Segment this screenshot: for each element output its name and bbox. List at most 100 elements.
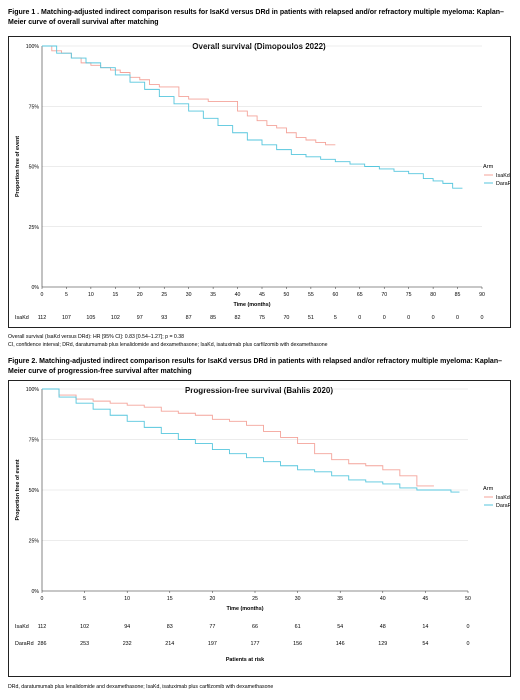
x-tick-label: 20: [137, 292, 143, 298]
risk-count: 51: [308, 315, 314, 321]
overall-survival-plot: Overall survival (Dimopoulos 2022) 0% 25% 5…: [15, 42, 510, 321]
x-tick-label: 35: [210, 292, 216, 298]
y-tick-label: 25%: [29, 539, 40, 545]
risk-count: 105: [86, 315, 95, 321]
overall-survival-chart: Overall survival (Dimopoulos 2022) 0% 25% 5…: [8, 36, 511, 328]
risk-count: 156: [293, 641, 302, 647]
risk-count: 83: [167, 624, 173, 630]
risk-count: 5: [334, 315, 337, 321]
risk-count: 94: [124, 624, 130, 630]
series-line-darard: [42, 388, 460, 493]
figure-1-footnote-hr: Overall survival (IsaKd versus DRd): HR …: [8, 334, 185, 340]
legend-title: Arm: [483, 486, 494, 492]
x-tick-label: 5: [83, 596, 86, 602]
y-axis-title: Proportion free of event: [15, 459, 21, 520]
y-tick-label: 50%: [29, 165, 40, 171]
risk-count: 87: [186, 315, 192, 321]
risk-count: 70: [283, 315, 289, 321]
figure-1-footnote-abbrev: CI, confidence interval; DRd, daratumuma…: [8, 342, 328, 348]
x-tick-label: 45: [423, 596, 429, 602]
risk-count: 129: [378, 641, 387, 647]
x-tick-label: 10: [124, 596, 130, 602]
x-axis-title: Time (months): [226, 606, 263, 612]
risk-count: 0: [467, 624, 470, 630]
risk-row-label: IsaKd: [15, 315, 29, 321]
legend-title: Arm: [483, 164, 494, 170]
x-tick-label: 80: [430, 292, 436, 298]
risk-count: 0: [467, 641, 470, 647]
risk-count: 146: [336, 641, 345, 647]
risk-count: 54: [422, 641, 428, 647]
x-tick-label: 60: [332, 292, 338, 298]
risk-count: 102: [80, 624, 89, 630]
y-tick-label: 75%: [29, 104, 40, 110]
progression-free-survival-plot: Progression-free survival (Bahlis 2020) 0…: [15, 386, 510, 663]
y-tick-label: 50%: [29, 488, 40, 494]
chart-title: Progression-free survival (Bahlis 2020): [185, 386, 333, 395]
x-tick-label: 25: [252, 596, 258, 602]
x-tick-label: 70: [381, 292, 387, 298]
chart-title: Overall survival (Dimopoulos 2022): [192, 42, 326, 51]
risk-count: 66: [252, 624, 258, 630]
x-tick-label: 20: [210, 596, 216, 602]
x-tick-label: 85: [455, 292, 461, 298]
y-tick-label: 100%: [26, 44, 40, 50]
progression-free-survival-chart: Progression-free survival (Bahlis 2020) 0…: [8, 380, 511, 677]
x-tick-label: 90: [479, 292, 485, 298]
risk-count: 0: [383, 315, 386, 321]
risk-count: 0: [358, 315, 361, 321]
y-tick-label: 0%: [32, 285, 40, 291]
risk-row-label: IsaKd: [15, 624, 29, 630]
risk-count: 14: [422, 624, 428, 630]
x-tick-label: 0: [41, 596, 44, 602]
risk-count: 54: [337, 624, 343, 630]
risk-count: 286: [38, 641, 47, 647]
risk-count: 107: [62, 315, 71, 321]
x-tick-label: 65: [357, 292, 363, 298]
risk-count: 82: [235, 315, 241, 321]
risk-count: 77: [209, 624, 215, 630]
x-tick-label: 15: [112, 292, 118, 298]
x-tick-label: 0: [41, 292, 44, 298]
risk-row-label: DaraRd: [15, 641, 34, 647]
risk-table-title: Patients at risk: [226, 657, 264, 663]
x-tick-label: 50: [284, 292, 290, 298]
figure-2-footnote-abbrev: DRd, daratumumab plus lenalidomide and d…: [8, 684, 274, 690]
x-tick-label: 75: [406, 292, 412, 298]
risk-count: 0: [432, 315, 435, 321]
x-tick-label: 55: [308, 292, 314, 298]
x-tick-label: 40: [235, 292, 241, 298]
y-axis-title: Proportion free of event: [15, 136, 21, 197]
legend-label-isakd: IsaKd: [496, 173, 510, 179]
risk-count: 0: [407, 315, 410, 321]
risk-count: 197: [208, 641, 217, 647]
y-tick-label: 25%: [29, 225, 40, 231]
legend-label-darard: DaraRd: [496, 503, 510, 509]
risk-count: 93: [161, 315, 167, 321]
x-tick-label: 5: [65, 292, 68, 298]
risk-count: 177: [251, 641, 260, 647]
risk-count: 112: [38, 315, 47, 321]
risk-count: 61: [295, 624, 301, 630]
risk-count: 102: [111, 315, 120, 321]
y-tick-label: 0%: [32, 589, 40, 595]
series-line-isakd: [42, 388, 434, 487]
figure-2-caption: Figure 2. Matching-adjusted indirect com…: [8, 358, 502, 375]
legend-label-darard: DaraRd: [496, 181, 510, 187]
x-tick-label: 10: [88, 292, 94, 298]
x-tick-label: 25: [161, 292, 167, 298]
x-tick-label: 45: [259, 292, 265, 298]
x-tick-label: 30: [295, 596, 301, 602]
series-line-darard: [42, 45, 463, 189]
risk-count: 85: [210, 315, 216, 321]
risk-count: 214: [165, 641, 174, 647]
risk-count: 232: [123, 641, 132, 647]
x-axis-title: Time (months): [233, 302, 270, 308]
x-tick-label: 50: [465, 596, 471, 602]
risk-count: 253: [80, 641, 89, 647]
risk-count: 48: [380, 624, 386, 630]
risk-count: 0: [456, 315, 459, 321]
x-tick-label: 40: [380, 596, 386, 602]
risk-count: 97: [137, 315, 143, 321]
risk-count: 0: [481, 315, 484, 321]
